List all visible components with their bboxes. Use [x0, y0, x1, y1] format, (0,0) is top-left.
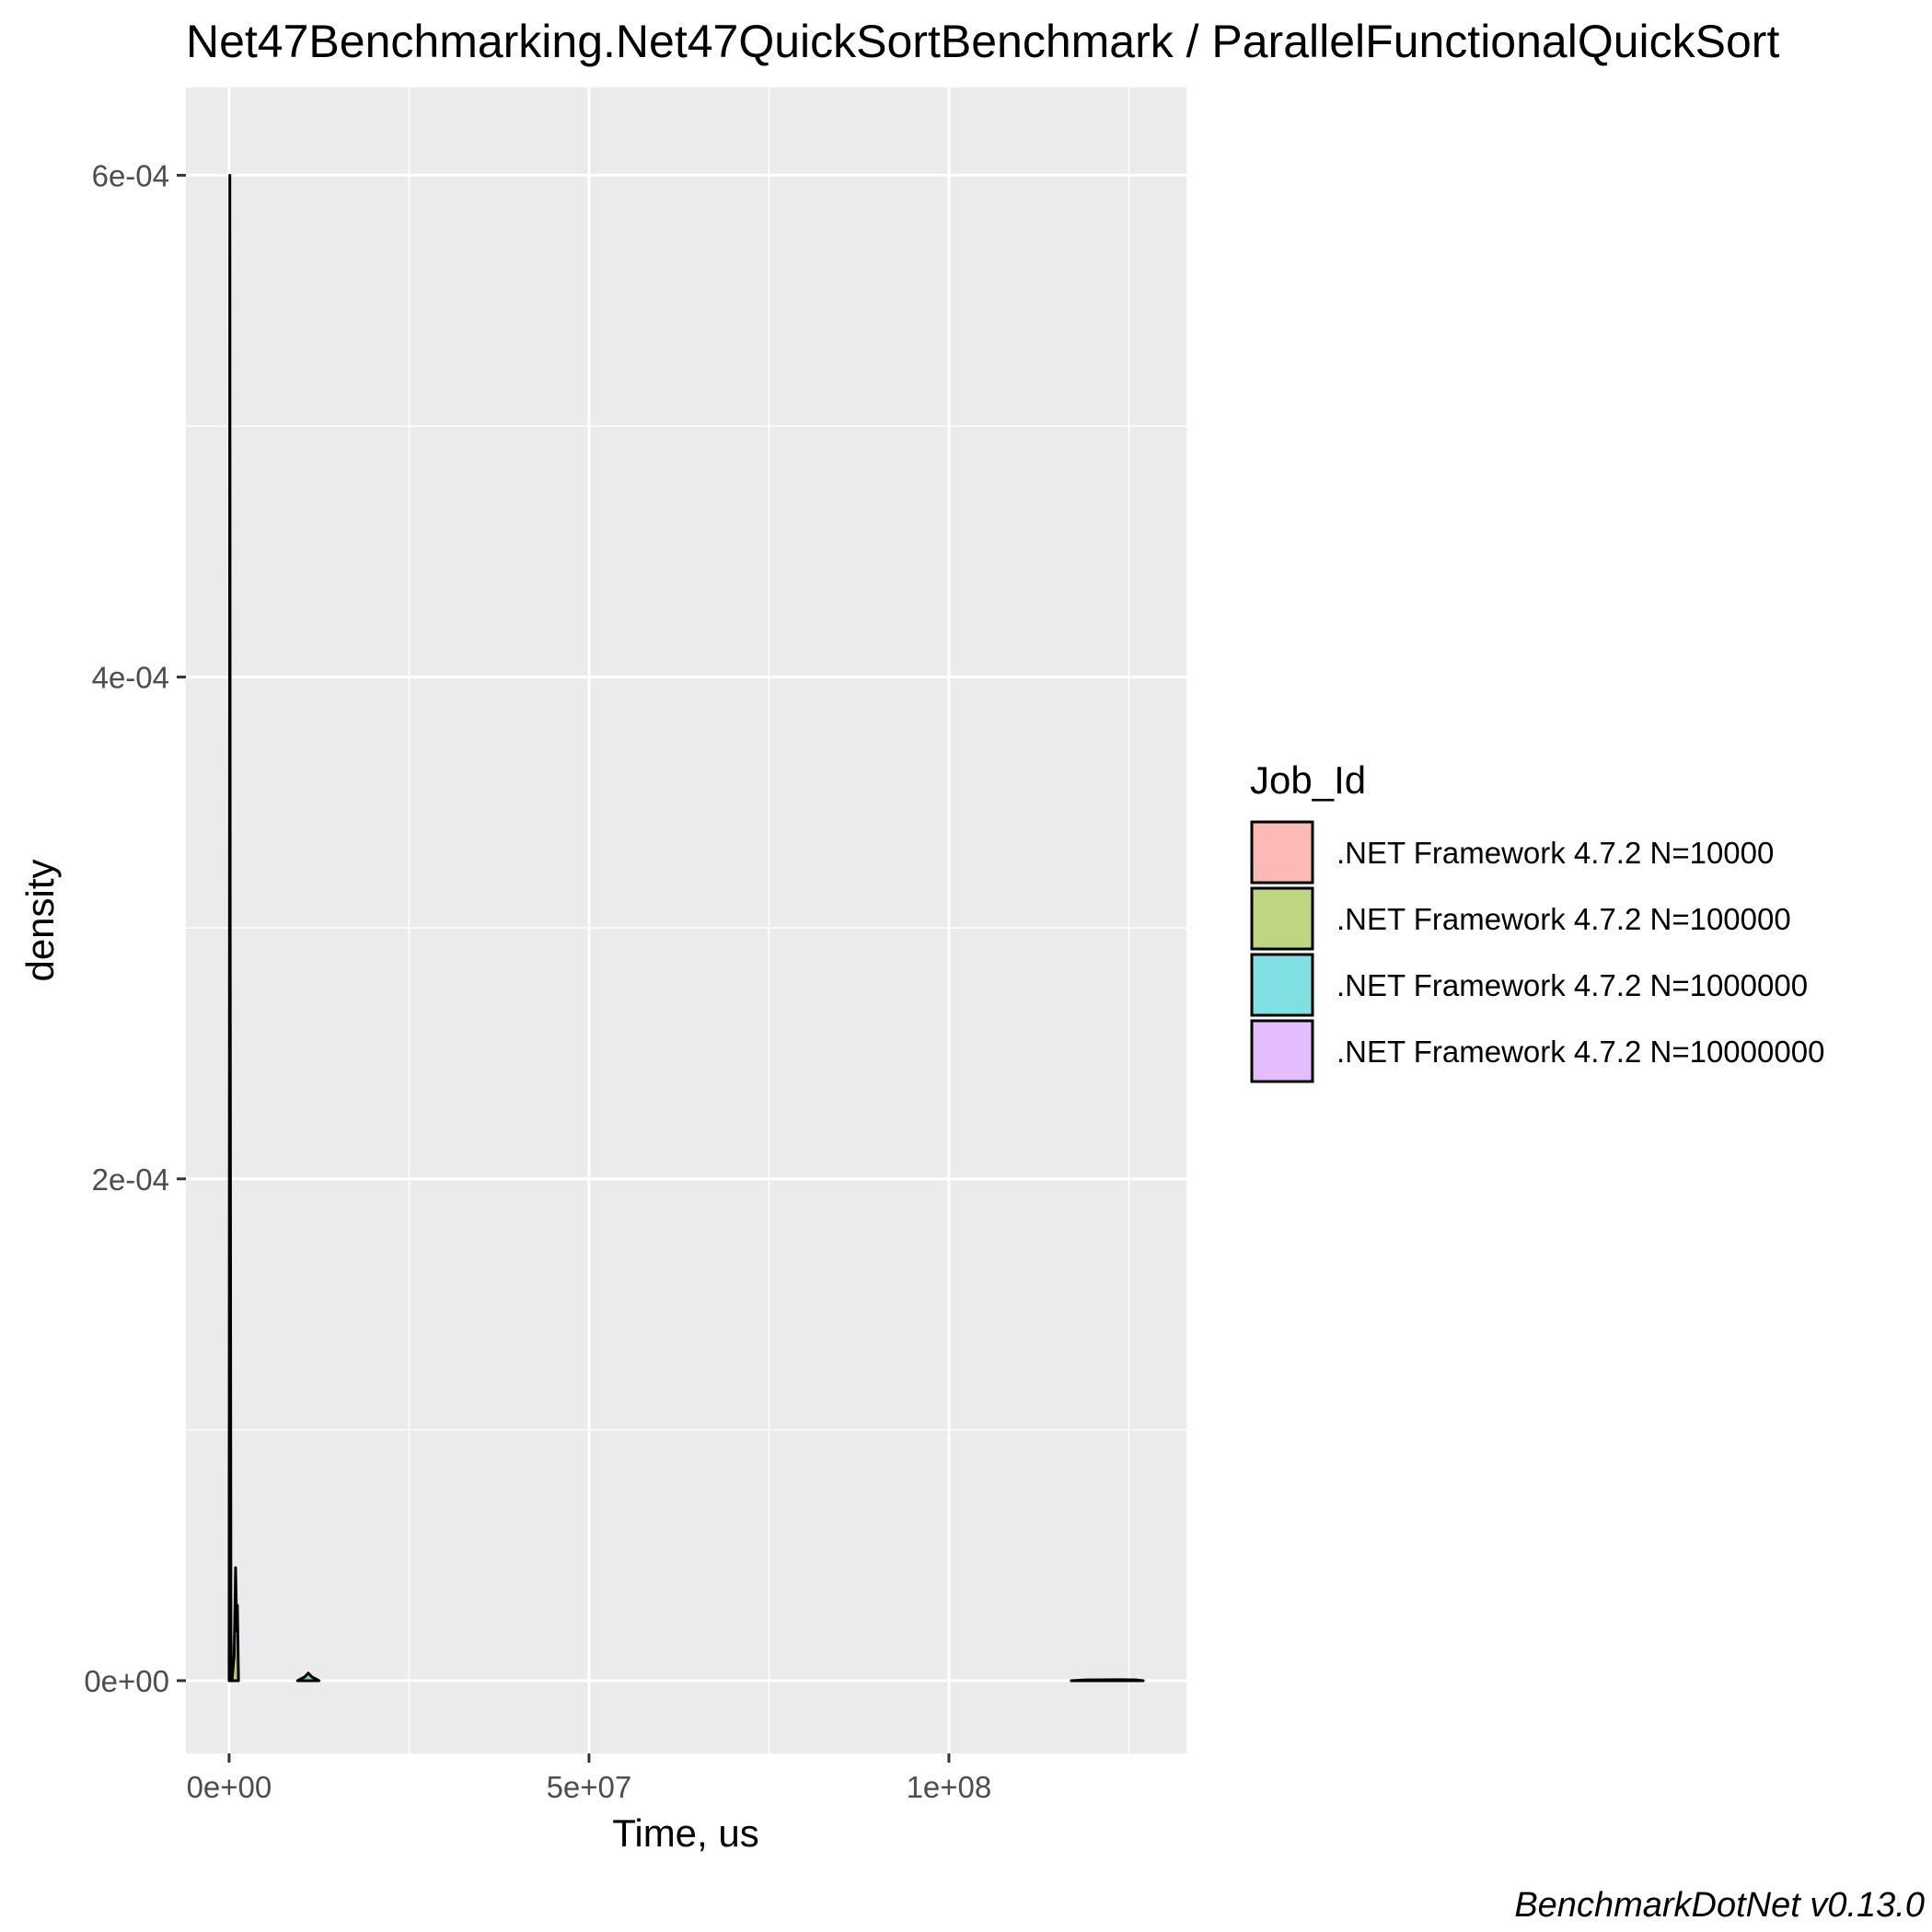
- legend-label: .NET Framework 4.7.2 N=10000000: [1336, 1035, 1824, 1069]
- legend-label: .NET Framework 4.7.2 N=10000: [1336, 836, 1774, 870]
- density-curve: [227, 173, 234, 1683]
- y-axis-label: density: [18, 859, 62, 981]
- chart-title: Net47Benchmarking.Net47QuickSortBenchmar…: [186, 16, 1779, 67]
- x-tick-label: 1e+08: [907, 1770, 992, 1804]
- legend-label: .NET Framework 4.7.2 N=100000: [1336, 902, 1791, 936]
- chart-caption: BenchmarkDotNet v0.13.0: [1514, 1886, 1925, 1925]
- y-tick-label: 0e+00: [84, 1664, 169, 1698]
- legend: Job_Id .NET Framework 4.7.2 N=10000.NET …: [1250, 758, 1824, 1083]
- y-axis-ticks: 0e+00 2e-04 4e-04 6e-04: [84, 158, 186, 1698]
- legend-title: Job_Id: [1250, 758, 1366, 802]
- legend-swatch: [1250, 1019, 1314, 1083]
- legend-swatch: [1250, 820, 1314, 885]
- plot-panel: [186, 87, 1186, 1753]
- density-curve: [1070, 1678, 1145, 1683]
- y-tick-label: 4e-04: [92, 661, 169, 695]
- legend-entries: .NET Framework 4.7.2 N=10000 .NET Framewo…: [1250, 820, 1824, 1083]
- minor-gridlines: [186, 87, 1186, 1753]
- density-curve: [230, 1566, 240, 1683]
- legend-label: .NET Framework 4.7.2 N=1000000: [1336, 968, 1808, 1002]
- y-tick-label: 6e-04: [92, 158, 169, 192]
- legend-swatch: [1250, 886, 1314, 951]
- density-curve: [295, 1672, 321, 1683]
- x-axis-label: Time, us: [612, 1811, 758, 1855]
- y-tick-label: 2e-04: [92, 1163, 169, 1197]
- density-series: [227, 173, 1145, 1683]
- x-axis-ticks: 0e+00 5e+07 1e+08: [187, 1753, 992, 1804]
- x-tick-label: 5e+07: [547, 1770, 632, 1804]
- x-tick-label: 0e+00: [187, 1770, 272, 1804]
- legend-swatch: [1250, 953, 1314, 1017]
